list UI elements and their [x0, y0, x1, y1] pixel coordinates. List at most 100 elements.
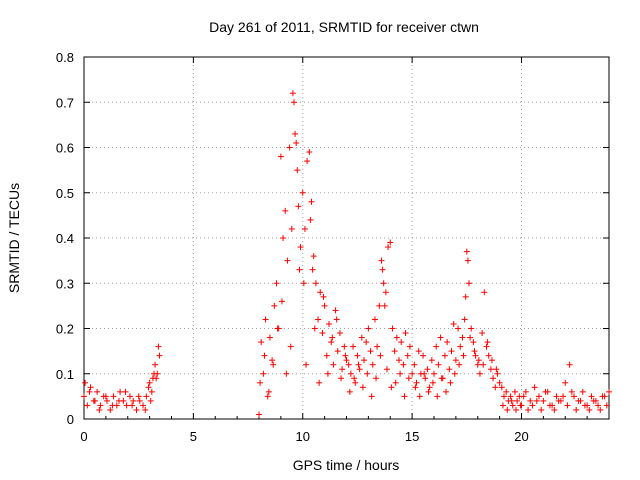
data-point [480, 361, 487, 368]
data-point [555, 397, 562, 404]
data-point [573, 406, 580, 413]
data-point [338, 375, 345, 382]
data-point [109, 402, 116, 409]
data-point [463, 248, 470, 255]
data-point [288, 225, 295, 232]
data-point [373, 375, 380, 382]
data-point [359, 384, 366, 391]
data-point [145, 384, 152, 391]
y-tick-label: 0 [67, 412, 74, 427]
data-point [447, 379, 454, 386]
data-point [571, 393, 577, 400]
data-point [443, 388, 450, 395]
data-point [94, 388, 101, 395]
data-point [577, 397, 584, 404]
data-point [291, 99, 297, 106]
data-point [286, 144, 293, 151]
data-point [312, 280, 319, 287]
data-point [492, 384, 499, 391]
data-point [332, 307, 339, 314]
data-point [474, 361, 481, 368]
data-point [389, 325, 396, 332]
data-point [307, 216, 314, 223]
data-point [444, 339, 451, 346]
chart-title: Day 261 of 2011, SRMTID for receiver ctw… [209, 19, 479, 35]
grid-lines [84, 57, 609, 419]
data-point [503, 388, 510, 395]
data-point [546, 402, 553, 409]
data-point [424, 366, 431, 373]
data-point [350, 343, 357, 350]
data-point [420, 352, 427, 359]
data-point [129, 402, 136, 409]
data-point [97, 402, 104, 409]
data-point [303, 361, 310, 368]
data-point [84, 402, 91, 409]
data-point [459, 334, 466, 341]
data-point [333, 316, 340, 323]
data-point [542, 388, 549, 395]
data-point [450, 320, 457, 327]
data-point [289, 90, 296, 97]
data-point [133, 406, 140, 413]
data-point [431, 370, 437, 377]
data-point [392, 379, 399, 386]
data-point [296, 266, 303, 273]
data-point [147, 397, 154, 404]
data-point [421, 370, 428, 377]
data-point [488, 357, 495, 364]
data-point [438, 375, 445, 382]
data-point [434, 393, 441, 400]
data-point [352, 379, 359, 386]
data-point [326, 320, 332, 327]
data-point [501, 393, 507, 400]
data-point [135, 393, 142, 400]
data-point [87, 384, 94, 391]
data-point [456, 361, 463, 368]
data-point [154, 370, 161, 377]
data-point [508, 397, 515, 404]
data-point [485, 352, 492, 359]
data-point [378, 257, 385, 264]
data-point [452, 357, 459, 364]
data-point [280, 235, 287, 241]
x-tick-label: 0 [80, 429, 87, 444]
data-point [479, 330, 486, 337]
data-point [363, 339, 370, 346]
data-point [527, 397, 534, 404]
data-point [490, 375, 497, 382]
data-point [511, 388, 518, 395]
data-point [499, 402, 506, 409]
data-point [155, 343, 162, 350]
data-point [498, 384, 505, 391]
data-point [496, 379, 503, 386]
data-point [476, 370, 483, 377]
data-point [566, 361, 573, 368]
data-point [295, 203, 302, 210]
data-point [457, 343, 464, 350]
data-point [110, 393, 117, 400]
data-point [361, 357, 367, 364]
data-point [309, 266, 316, 273]
data-point [380, 280, 387, 287]
data-point [293, 139, 300, 146]
data-point [264, 393, 271, 400]
axis-ticks: 0 0.1 0.2 0.3 0.4 0.5 0.6 0.7 0.8 0 5 10 15 20 [56, 50, 610, 444]
data-point [271, 302, 278, 309]
data-point [451, 370, 458, 377]
data-point [579, 388, 586, 395]
data-points [81, 90, 612, 418]
data-point [538, 406, 545, 413]
data-point [107, 406, 114, 413]
x-tick-label: 15 [405, 429, 419, 444]
data-point [509, 402, 516, 409]
data-point [292, 130, 299, 137]
data-point [382, 289, 389, 296]
data-point [143, 393, 150, 400]
data-point [391, 348, 398, 355]
data-point [282, 207, 289, 214]
data-point [306, 149, 313, 156]
data-point [277, 153, 284, 160]
y-tick-label: 0.3 [56, 276, 74, 291]
data-point [136, 397, 143, 404]
